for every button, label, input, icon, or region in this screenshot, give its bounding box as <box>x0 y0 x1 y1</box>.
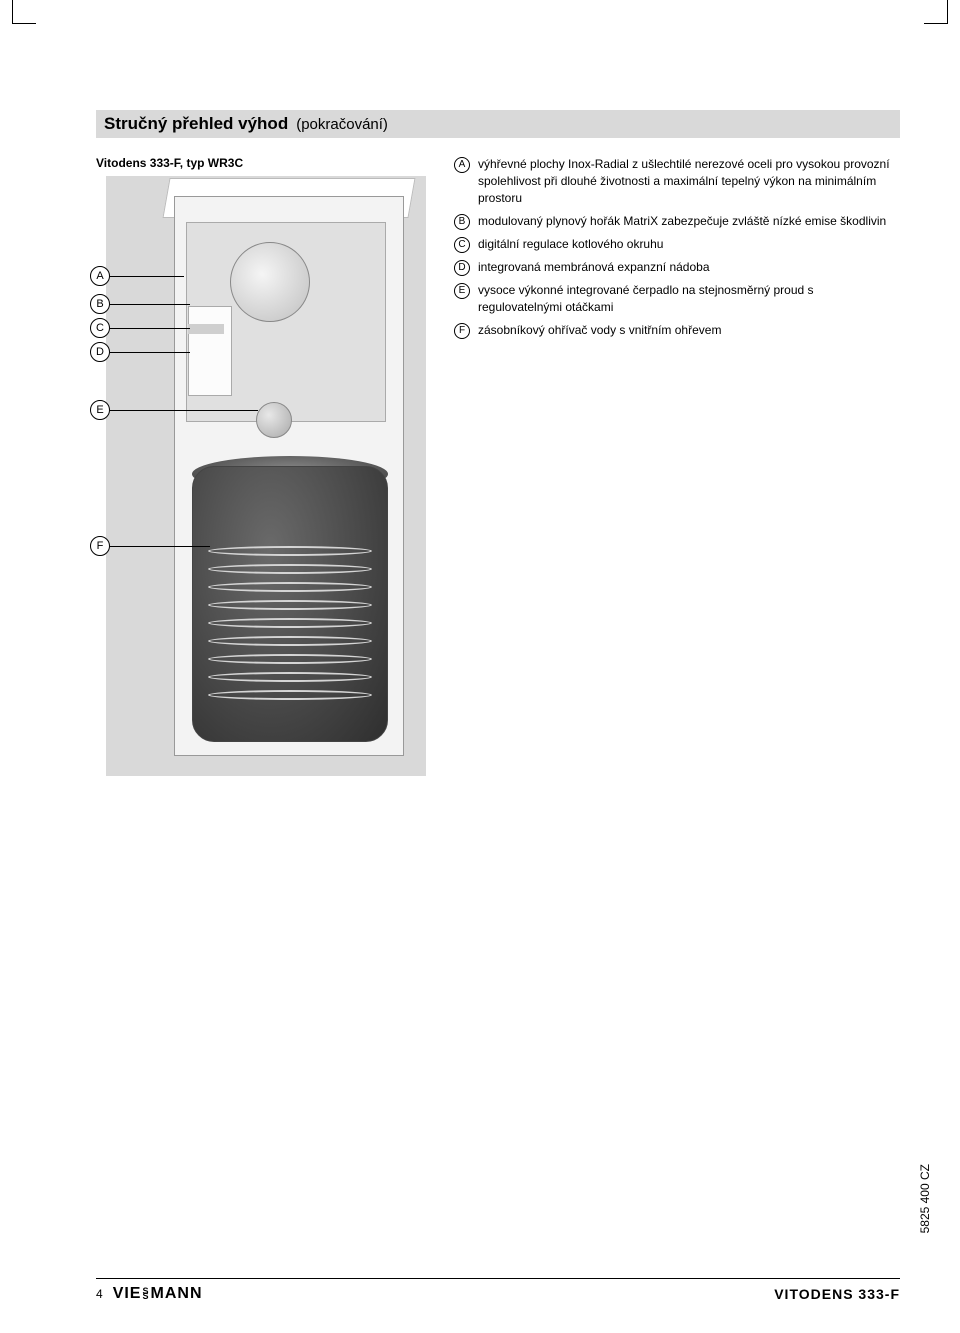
device-coil <box>208 600 372 610</box>
diagram-label-e: E <box>90 400 110 420</box>
page-number: 4 <box>96 1287 103 1301</box>
legend-text: modulovaný plynový hořák MatriX zabezpeč… <box>478 213 900 230</box>
device-coil <box>208 690 372 700</box>
device-coil <box>208 636 372 646</box>
leader-line <box>110 276 184 277</box>
leader-line <box>110 546 210 547</box>
legend-marker: B <box>454 214 470 230</box>
diagram-label-a: A <box>90 266 110 286</box>
heading-title: Stručný přehled výhod <box>104 114 288 134</box>
brand-text-post: MANN <box>151 1285 203 1303</box>
document-number: 5825 400 CZ <box>918 1164 932 1233</box>
heading-continuation: (pokračování) <box>296 116 388 133</box>
brand-ss-icon: S S <box>142 1289 149 1299</box>
crop-mark-tr <box>924 0 948 24</box>
device-control-panel <box>188 306 232 396</box>
legend-text: integrovaná membránová expanzní nádoba <box>478 259 900 276</box>
device-coil <box>208 564 372 574</box>
diagram-label-b: B <box>90 294 110 314</box>
legend-marker: A <box>454 157 470 173</box>
device-diagram <box>106 176 426 776</box>
legend-item: F zásobníkový ohřívač vody s vnitřním oh… <box>454 322 900 339</box>
device-coil <box>208 672 372 682</box>
device-coil <box>208 582 372 592</box>
leader-line <box>110 410 258 411</box>
legend-text: digitální regulace kotlového okruhu <box>478 236 900 253</box>
content-row: Vitodens 333-F, typ WR3C A B C D E F <box>96 156 900 776</box>
device-expansion-vessel <box>188 324 224 334</box>
left-column: Vitodens 333-F, typ WR3C A B C D E F <box>96 156 426 776</box>
device-coil <box>208 654 372 664</box>
legend-item: E vysoce výkonné integrované čerpadlo na… <box>454 282 900 316</box>
legend-text: zásobníkový ohřívač vody s vnitřním ohře… <box>478 322 900 339</box>
footer-left: 4 VIE S S MANN <box>96 1285 203 1303</box>
diagram-label-c: C <box>90 318 110 338</box>
device-coil <box>208 618 372 628</box>
leader-line <box>110 352 190 353</box>
diagram-label-d: D <box>90 342 110 362</box>
leader-line <box>110 328 190 329</box>
legend-item: B modulovaný plynový hořák MatriX zabezp… <box>454 213 900 230</box>
crop-mark-tl <box>12 0 36 24</box>
legend-column: A výhřevné plochy Inox-Radial z ušlechti… <box>454 156 900 776</box>
legend-item: C digitální regulace kotlového okruhu <box>454 236 900 253</box>
legend-item: A výhřevné plochy Inox-Radial z ušlechti… <box>454 156 900 207</box>
product-name: VITODENS 333-F <box>774 1286 900 1302</box>
legend-text: výhřevné plochy Inox-Radial z ušlechtilé… <box>478 156 900 207</box>
legend-item: D integrovaná membránová expanzní nádoba <box>454 259 900 276</box>
section-heading: Stručný přehled výhod (pokračování) <box>96 110 900 138</box>
device-pump <box>256 402 292 438</box>
brand-logo: VIE S S MANN <box>113 1285 203 1303</box>
legend-marker: F <box>454 323 470 339</box>
diagram-label-f: F <box>90 536 110 556</box>
page-footer: 4 VIE S S MANN VITODENS 333-F <box>96 1278 900 1303</box>
legend-marker: D <box>454 260 470 276</box>
legend-text: vysoce výkonné integrované čerpadlo na s… <box>478 282 900 316</box>
page-content: Stručný přehled výhod (pokračování) Vito… <box>96 110 900 1293</box>
leader-line <box>110 304 190 305</box>
device-burner-fan <box>230 242 310 322</box>
device-coil <box>208 546 372 556</box>
diagram-subtitle: Vitodens 333-F, typ WR3C <box>96 156 426 170</box>
legend-marker: C <box>454 237 470 253</box>
brand-text-pre: VIE <box>113 1285 142 1303</box>
legend-marker: E <box>454 283 470 299</box>
